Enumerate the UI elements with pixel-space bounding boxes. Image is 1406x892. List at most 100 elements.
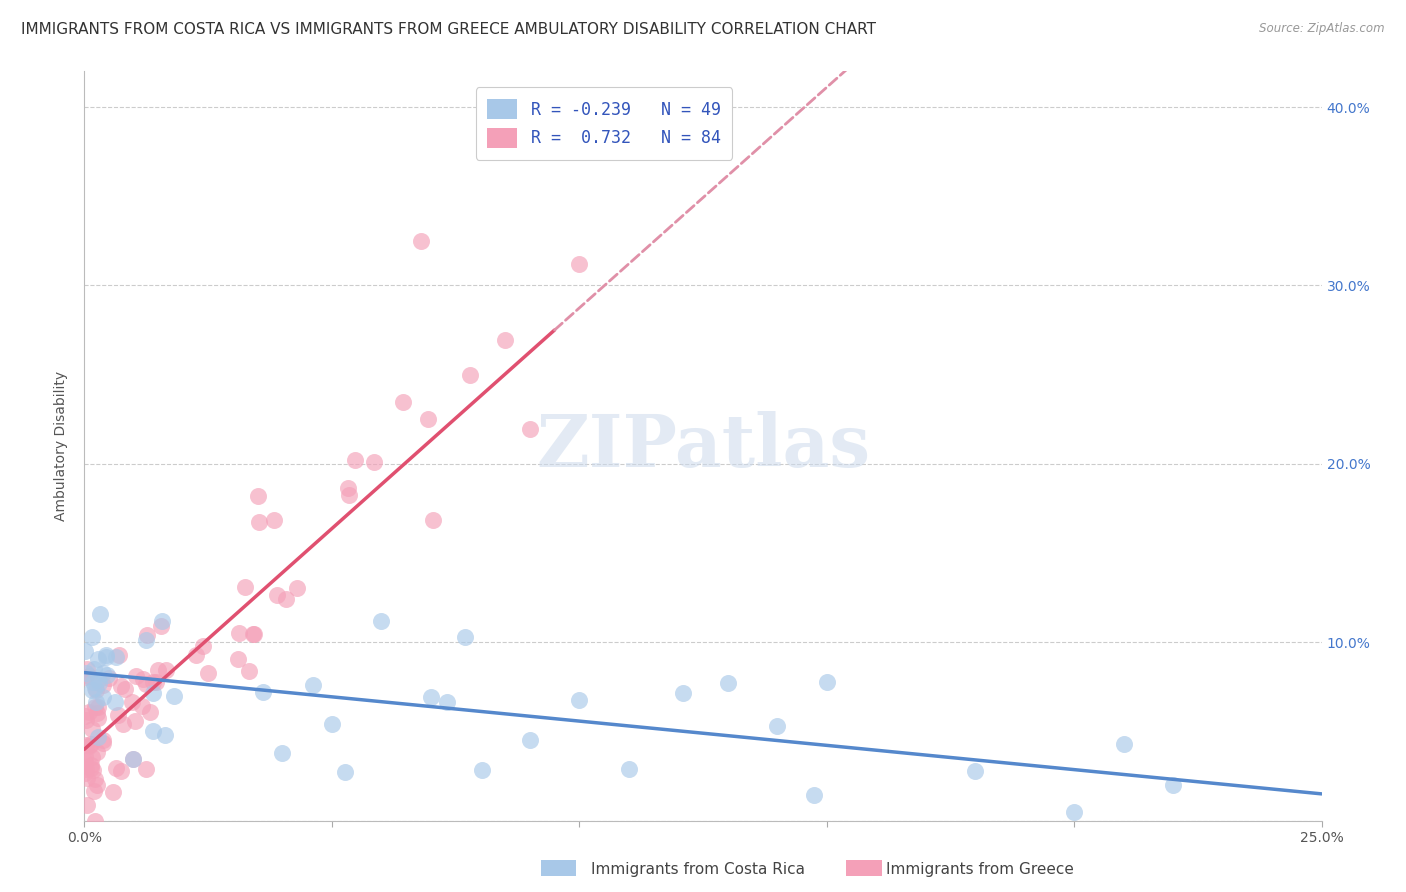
Point [103,785,125,799]
Point [965,764,987,778]
Point [77,669,100,683]
Point [86,745,108,759]
Point [84,695,107,709]
Point [717,676,740,690]
Point [1112,737,1135,751]
Point [96,649,118,664]
Point [263,513,285,527]
Point [75,738,97,752]
Point [83,662,105,676]
Point [87,652,110,666]
Point [135,633,157,648]
Point [75,762,97,776]
Text: ZIPatlas: ZIPatlas [536,410,870,482]
Point [96,667,118,681]
Point [93,677,115,691]
Point [87,730,110,744]
Point [191,639,214,653]
Point [266,588,288,602]
Point [132,672,155,686]
Point [82,763,104,777]
Point [110,764,132,779]
Point [153,728,176,742]
Point [124,714,146,728]
Point [276,592,298,607]
Point [302,678,325,692]
Point [87,711,110,725]
Point [75,644,97,658]
Point [184,648,207,663]
Text: Source: ZipAtlas.com: Source: ZipAtlas.com [1260,22,1385,36]
Point [247,489,270,503]
Point [80,682,103,697]
Point [337,488,360,502]
Point [155,663,177,677]
Point [422,513,444,527]
Point [93,732,115,747]
Point [242,627,264,641]
Point [110,679,132,693]
Point [568,257,591,271]
Point [87,673,110,687]
Point [285,581,308,595]
Point [107,707,129,722]
Point [252,684,274,698]
Text: IMMIGRANTS FROM COSTA RICA VS IMMIGRANTS FROM GREECE AMBULATORY DISABILITY CORRE: IMMIGRANTS FROM COSTA RICA VS IMMIGRANTS… [21,22,876,37]
Point [271,746,294,760]
Point [150,619,173,633]
Point [145,675,167,690]
Point [672,686,695,700]
Point [138,705,160,719]
Point [142,675,165,690]
Point [135,762,157,776]
Legend: R = -0.239   N = 49, R =  0.732   N = 84: R = -0.239 N = 49, R = 0.732 N = 84 [475,87,733,160]
Point [121,695,143,709]
Point [163,689,186,703]
Point [815,674,838,689]
Point [135,628,157,642]
Point [131,698,153,713]
Point [228,626,250,640]
Point [121,752,143,766]
Point [80,757,103,772]
Point [333,764,356,779]
Point [766,719,789,733]
Point [82,630,104,644]
Point [80,762,103,776]
Point [82,675,104,690]
Point [73,766,96,780]
Point [91,690,114,704]
Point [125,669,148,683]
Point [77,739,100,754]
FancyBboxPatch shape [846,860,882,876]
Point [105,761,128,775]
Point [1063,805,1085,819]
Point [84,814,107,828]
Point [454,630,477,644]
Point [321,716,343,731]
Point [803,789,825,803]
Point [79,706,101,720]
Point [238,664,260,678]
Point [343,453,366,467]
Point [91,666,114,681]
Point [617,762,640,776]
Point [84,683,107,698]
Point [419,690,441,704]
Point [86,699,108,714]
Point [135,677,157,691]
Point [73,755,96,769]
Point [108,648,131,663]
Point [150,614,173,628]
FancyBboxPatch shape [541,860,576,876]
Point [104,649,127,664]
Point [146,663,169,677]
Point [84,772,107,786]
Point [235,580,257,594]
Point [337,481,360,495]
Point [94,648,117,662]
Point [76,662,98,676]
Point [243,627,266,641]
Point [76,798,98,813]
Point [122,752,145,766]
